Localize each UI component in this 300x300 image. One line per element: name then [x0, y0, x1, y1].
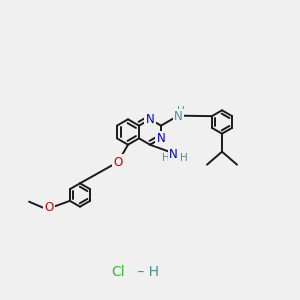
- Text: H: H: [177, 106, 185, 116]
- Text: – H: – H: [133, 265, 159, 279]
- Text: H: H: [162, 153, 170, 163]
- Text: N: N: [157, 132, 165, 145]
- Text: N: N: [174, 110, 183, 123]
- Text: O: O: [44, 201, 54, 214]
- Text: O: O: [113, 155, 123, 169]
- Text: H: H: [180, 153, 188, 163]
- Text: N: N: [146, 113, 154, 126]
- Text: Cl: Cl: [111, 265, 125, 279]
- Text: N: N: [169, 148, 178, 161]
